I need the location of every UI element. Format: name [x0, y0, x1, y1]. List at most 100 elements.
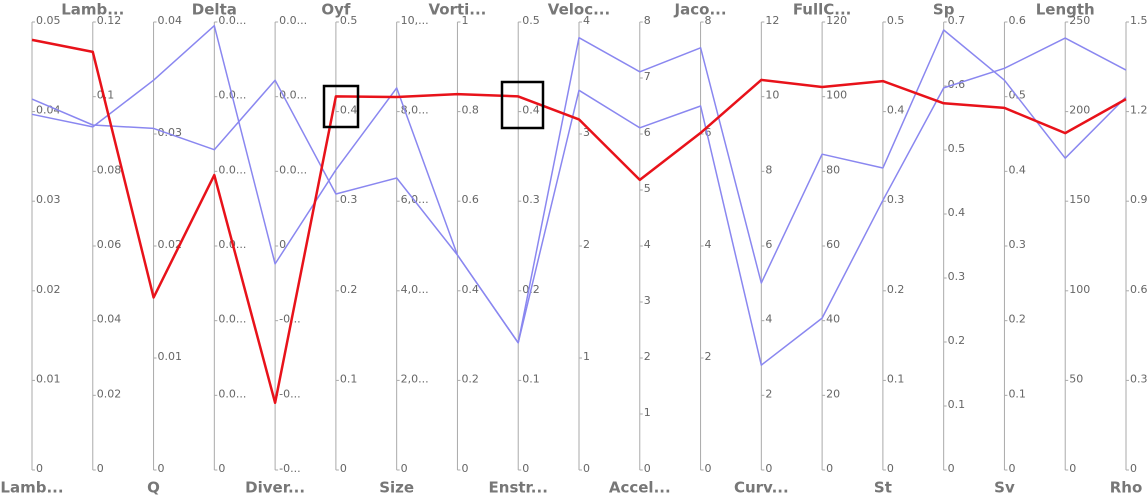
tick-label: 2,0... [401, 372, 429, 385]
tick-label: 0 [1069, 462, 1076, 475]
tick-label: 0.0... [218, 313, 246, 326]
tick-label: 3 [583, 126, 590, 139]
tick-label: 4 [765, 313, 772, 326]
tick-label: 1.2 [1130, 104, 1148, 117]
tick-label: 0.05 [36, 14, 61, 27]
tick-label: 0.04 [158, 14, 183, 27]
tick-label: 5 [644, 182, 651, 195]
tick-label: 200 [1069, 104, 1090, 117]
tick-label: 4 [705, 238, 712, 251]
tick-label: 4,0... [401, 283, 429, 296]
tick-label: 0 [36, 462, 43, 475]
axis-title: Sp [933, 1, 955, 19]
tick-label: 1 [461, 14, 468, 27]
tick-label: 0.03 [36, 193, 61, 206]
tick-label: 0.6 [1130, 283, 1148, 296]
tick-label: 0.3 [887, 193, 905, 206]
tick-label: 100 [1069, 283, 1090, 296]
tick-label: 8,0... [401, 104, 429, 117]
tick-label: 2 [765, 387, 772, 400]
lines [31, 24, 1127, 405]
tick-label: 0 [461, 462, 468, 475]
tick-label: 0.5 [948, 142, 966, 155]
tick-label: -0... [279, 462, 300, 475]
tick-label: 0.01 [158, 350, 183, 363]
tick-label: 0 [583, 462, 590, 475]
tick-label: 0.1 [340, 372, 358, 385]
tick-label: 10 [765, 89, 779, 102]
tick-label: 0.02 [158, 238, 183, 251]
tick-label: 8 [765, 163, 772, 176]
axis-title: Jaco... [674, 1, 727, 19]
tick-label: 0.4 [948, 206, 966, 219]
tick-label: 0.1 [522, 372, 540, 385]
axis-title: Size [379, 479, 414, 497]
tick-label: 0 [158, 462, 165, 475]
tick-label: 250 [1069, 14, 1090, 27]
tick-label: 4 [583, 14, 590, 27]
tick-label: 0.5 [522, 14, 540, 27]
axis-title: Q [147, 479, 160, 497]
tick-label: 0.02 [97, 387, 122, 400]
tick-label: 60 [826, 238, 840, 251]
tick-label: 0 [826, 462, 833, 475]
tick-label: 0.06 [97, 238, 122, 251]
axis-title: Delta [192, 1, 237, 19]
tick-label: 0.6 [461, 193, 479, 206]
tick-label: 0.1 [1008, 387, 1026, 400]
tick-label: 0.0... [218, 387, 246, 400]
tick-label: 0.5 [340, 14, 358, 27]
series-line [31, 37, 1127, 366]
axis-title: St [874, 479, 892, 497]
tick-label: 10,... [401, 14, 429, 27]
tick-label: 0.5 [887, 14, 905, 27]
tick-label: 0.2 [461, 372, 479, 385]
tick-label: 0.7 [948, 14, 966, 27]
tick-label: 0.12 [97, 14, 122, 27]
tick-label: 8 [705, 14, 712, 27]
tick-label: 0.2 [887, 283, 905, 296]
tick-label: 0.02 [36, 283, 61, 296]
tick-label: 1 [644, 406, 651, 419]
tick-label: 0.2 [340, 283, 358, 296]
tick-label: 0.1 [887, 372, 905, 385]
axis-title: Sv [994, 479, 1015, 497]
tick-label: 20 [826, 387, 840, 400]
tick-label: 2 [705, 350, 712, 363]
tick-label: 12 [765, 14, 779, 27]
axis-title: Lamb... [0, 479, 63, 497]
axis-title: Veloc... [548, 1, 610, 19]
tick-label: 0 [401, 462, 408, 475]
highlight-box [322, 84, 360, 129]
tick-label: 0.0... [279, 89, 307, 102]
tick-label: -0... [279, 387, 300, 400]
tick-label: 8 [644, 14, 651, 27]
axis-title: Enstr... [489, 479, 548, 497]
tick-label: 0.4 [340, 104, 358, 117]
tick-label: -0... [279, 313, 300, 326]
series-line [31, 24, 1127, 344]
tick-label: 40 [826, 313, 840, 326]
tick-label: 0.0... [218, 163, 246, 176]
tick-label: 0 [765, 462, 772, 475]
tick-label: 0.0... [218, 14, 246, 27]
tick-label: 0.3 [340, 193, 358, 206]
tick-label: 6 [705, 126, 712, 139]
tick-label: 0.4 [887, 104, 905, 117]
tick-label: 0.0... [279, 163, 307, 176]
tick-label: 0.1 [97, 89, 115, 102]
tick-label: 0 [705, 462, 712, 475]
tick-label: 0.04 [36, 104, 61, 117]
tick-label: 0.01 [36, 372, 61, 385]
tick-label: 0 [948, 462, 955, 475]
tick-label: 2 [583, 238, 590, 251]
series-line [31, 38, 1127, 405]
tick-label: 0 [218, 462, 225, 475]
axis-title: Vorti... [428, 1, 486, 19]
axis-title: FullC... [793, 1, 852, 19]
axis-title: Curv... [734, 479, 789, 497]
tick-label: 0.3 [522, 193, 540, 206]
tick-label: 0.4 [1008, 163, 1026, 176]
